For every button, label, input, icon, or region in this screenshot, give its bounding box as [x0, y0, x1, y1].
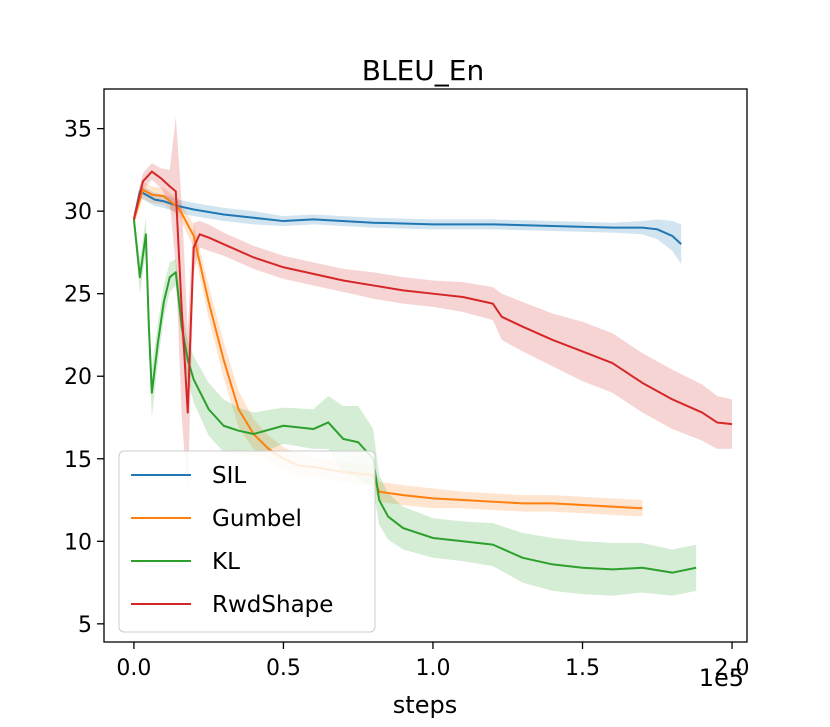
legend-label-kl: KL — [212, 549, 240, 575]
legend: SIL Gumbel KL RwdShape — [118, 450, 376, 633]
y-tick-label: 25 — [64, 283, 92, 308]
x-tick-label: 0.5 — [266, 656, 301, 681]
line-sil — [132, 190, 682, 245]
legend-box — [118, 450, 376, 633]
x-tick-label: 1.0 — [415, 656, 450, 681]
x-tick-label: 2.0 — [715, 656, 750, 681]
y-tick-label: 15 — [64, 448, 92, 473]
line-rwdshape — [132, 170, 733, 426]
x-axis-multiplier: 1e5 — [699, 664, 744, 692]
band-kl — [133, 211, 697, 596]
x-axis-ticks: 0.0 0.5 1.0 1.5 2.0 — [116, 642, 750, 681]
x-axis-label: steps — [393, 691, 457, 719]
chart-title: BLEU_En — [362, 54, 484, 87]
legend-label-rwdshape: RwdShape — [212, 592, 333, 618]
x-tick-label: 1.5 — [565, 656, 600, 681]
y-tick-label: 20 — [64, 365, 92, 390]
band-rwdshape — [133, 117, 733, 496]
plot-frame — [103, 88, 748, 643]
y-tick-label: 10 — [64, 530, 92, 555]
y-tick-label: 35 — [64, 118, 92, 143]
x-tick-label: 0.0 — [116, 656, 151, 681]
y-tick-label: 5 — [78, 613, 92, 638]
legend-label-sil: SIL — [212, 463, 246, 489]
y-tick-label: 30 — [64, 200, 92, 225]
legend-label-gumbel: Gumbel — [212, 506, 302, 532]
y-axis-ticks: 5 10 15 20 25 30 35 — [64, 118, 104, 638]
line-kl — [132, 219, 697, 574]
